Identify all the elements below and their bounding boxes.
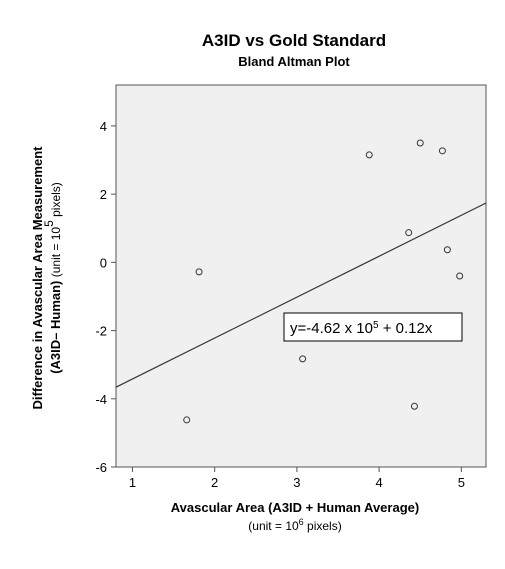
x-tick-label: 2	[211, 475, 218, 490]
data-point	[456, 272, 464, 280]
y-axis-label-line2: (A3ID– Human) (unit = 105 pixels)	[42, 182, 63, 374]
equation-box: y=-4.62 x 105 + 0.12x	[283, 312, 463, 342]
data-point	[438, 147, 446, 155]
y-tick-label: 0	[100, 255, 107, 270]
data-points	[183, 139, 464, 424]
data-point	[405, 229, 413, 237]
x-axis-label: Avascular Area (A3ID + Human Average)	[171, 500, 419, 515]
data-point	[410, 402, 418, 410]
y-tick-label: 4	[100, 119, 107, 134]
chart-title: A3ID vs Gold Standard	[202, 31, 386, 50]
y-tick-label: -6	[95, 460, 107, 475]
data-point	[443, 246, 451, 254]
equation-exponent: 5	[373, 320, 379, 331]
x-tick-label: 1	[129, 475, 136, 490]
x-tick-label: 5	[458, 475, 465, 490]
y-tick-label: 2	[100, 187, 107, 202]
y-tick-label: -2	[95, 324, 107, 339]
plot-area	[115, 84, 487, 468]
y-axis-ticks: -6 -4 -2 0 2 4	[95, 119, 116, 475]
equation-prefix: y=-4.62 x 10	[290, 320, 373, 337]
x-tick-label: 4	[375, 475, 382, 490]
chart-subtitle: Bland Altman Plot	[238, 54, 350, 69]
y-tick-label: -4	[95, 392, 107, 407]
x-axis-unit: (unit = 106 pixels)	[248, 517, 341, 533]
equation-suffix: + 0.12x	[379, 320, 433, 337]
svg-text:y=-4.62 x 105 + 0.12x: y=-4.62 x 105 + 0.12x	[290, 320, 433, 338]
y-axis-label-line1: Difference in Avascular Area Measurement	[30, 146, 45, 410]
data-point	[416, 139, 424, 147]
data-point	[195, 268, 203, 276]
data-point	[299, 355, 307, 363]
data-point	[365, 151, 373, 159]
x-tick-label: 3	[293, 475, 300, 490]
data-point	[183, 416, 191, 424]
x-axis-ticks: 1 2 3 4 5	[129, 467, 465, 490]
regression-line	[115, 202, 487, 388]
